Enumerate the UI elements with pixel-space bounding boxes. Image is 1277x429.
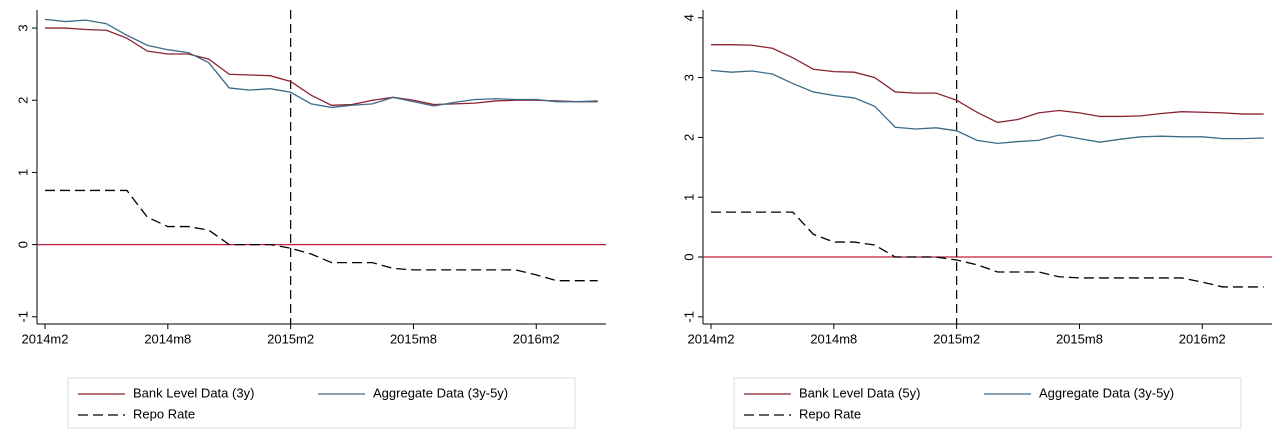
series-line [44, 18, 598, 109]
x-tick-label: 2015m8 [390, 331, 437, 346]
y-tick-label: 0 [15, 241, 30, 248]
legend-label: Bank Level Data (5y) [799, 385, 920, 400]
y-tick-label: -1 [681, 311, 696, 323]
x-tick-label: 2015m2 [933, 331, 980, 346]
y-tick-label: 2 [681, 134, 696, 141]
series-line [711, 44, 1264, 124]
x-tick-label: 2014m2 [688, 331, 735, 346]
legend-label: Repo Rate [799, 406, 861, 421]
x-tick-label: 2016m2 [513, 331, 560, 346]
y-tick-label: 1 [681, 194, 696, 201]
series-line [711, 211, 1264, 288]
chart: -1 0 1 2 3 2014m2 2014m8 2015m2 2015m8 2016m2 Bank… [15, 10, 606, 429]
x-tick-label: 2015m2 [267, 331, 314, 346]
x-tick-label: 2014m8 [810, 331, 857, 346]
legend-label: Aggregate Data (3y-5y) [1039, 385, 1174, 400]
chart: -1 0 1 2 3 4 2014m2 2014m8 2015m2 2015m8 2016m2 Ban… [681, 10, 1272, 429]
legend-box [733, 377, 1242, 429]
legend-label: Bank Level Data (3y) [133, 385, 254, 400]
x-tick-label: 2016m2 [1179, 331, 1226, 346]
y-tick-label: 3 [681, 74, 696, 81]
y-tick-label: 0 [681, 253, 696, 260]
x-tick-label: 2014m8 [144, 331, 191, 346]
legend-label: Aggregate Data (3y-5y) [373, 385, 508, 400]
legend-box [67, 377, 576, 429]
x-tick-label: 2014m2 [22, 331, 69, 346]
y-tick-label: 1 [15, 169, 30, 176]
y-tick-label: 4 [681, 14, 696, 21]
y-tick-label: 3 [15, 24, 30, 31]
legend-label: Repo Rate [133, 406, 195, 421]
series-line [45, 27, 598, 106]
series-line [45, 189, 598, 282]
y-tick-label: 2 [15, 97, 30, 104]
series-line [710, 69, 1264, 145]
y-tick-label: -1 [15, 311, 30, 323]
x-tick-label: 2015m8 [1056, 331, 1103, 346]
